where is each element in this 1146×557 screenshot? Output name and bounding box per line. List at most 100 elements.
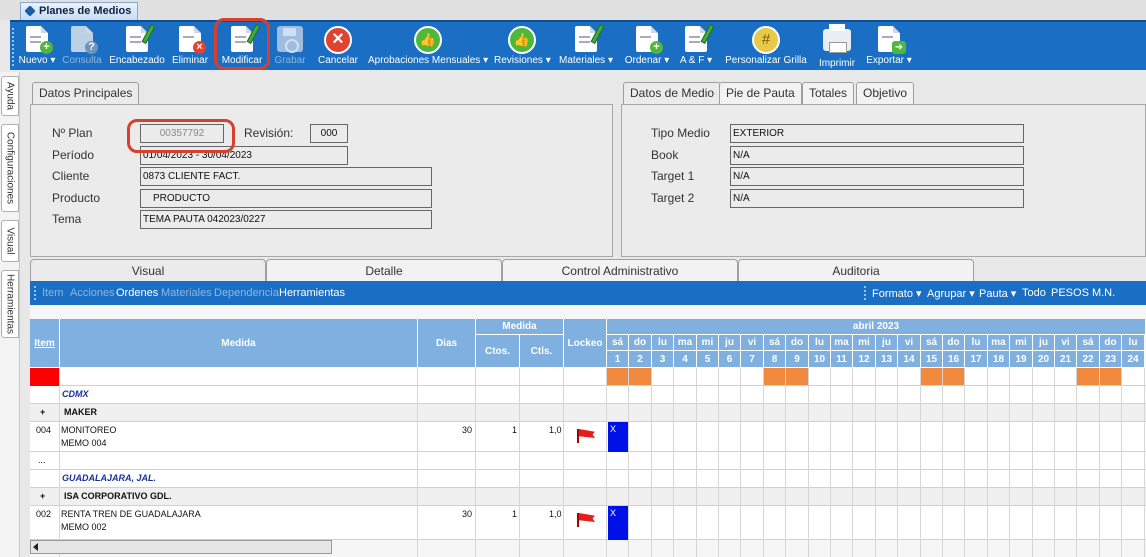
ordenar-button[interactable]: + Ordenar ▾	[622, 24, 672, 70]
scroll-left-arrow-icon[interactable]	[33, 543, 38, 551]
lock-flag-icon[interactable]	[577, 429, 595, 443]
day-number-header[interactable]: 6	[719, 351, 741, 368]
tab-control-administrativo[interactable]: Control Administrativo	[502, 259, 738, 281]
header-ctls[interactable]: Ctls.	[520, 335, 564, 368]
revisiones-button[interactable]: 👍 Revisiones ▾	[494, 24, 551, 70]
tipo-medio-field[interactable]: EXTERIOR	[730, 124, 1024, 143]
periodo-field[interactable]: 01/04/2023 - 30/04/2023	[140, 146, 348, 165]
header-lockeo[interactable]: Lockeo	[564, 319, 607, 368]
side-tab-configuraciones[interactable]: Configuraciones	[1, 124, 19, 212]
a-y-f-button[interactable]: A & F ▾	[678, 23, 715, 70]
day-name-header: sá	[1077, 335, 1100, 351]
producto-field[interactable]: PRODUCTO	[140, 189, 432, 208]
tab-pie-de-pauta[interactable]: Pie de Pauta	[719, 82, 802, 104]
day-name-header: ju	[1033, 335, 1055, 351]
grid-menu-herramientas[interactable]: Herramientas	[279, 287, 346, 299]
aprobaciones-mensuales-button[interactable]: 👍 Aprobaciones Mensuales ▾	[368, 24, 488, 70]
grid-menu-materiales[interactable]: Materiales	[161, 287, 212, 299]
day-number-header[interactable]: 5	[697, 351, 719, 368]
day-number-header[interactable]: 19	[1010, 351, 1033, 368]
table-row-city-guadalajara[interactable]	[30, 470, 1146, 488]
target-2-field[interactable]: N/A	[730, 189, 1024, 208]
table-row-totals[interactable]	[30, 368, 1146, 386]
grid-menu-agrupar[interactable]: Agrupar ▾	[927, 288, 975, 300]
table-row-ellipsis[interactable]	[30, 452, 1146, 470]
grid-toolbar-grip-right[interactable]	[864, 286, 866, 300]
revision-field[interactable]: 000	[310, 124, 348, 143]
side-tab-visual[interactable]: Visual	[1, 220, 19, 262]
day-number-header[interactable]: 1	[607, 351, 629, 368]
cancelar-button[interactable]: × Cancelar	[317, 26, 359, 66]
table-row-group-isa[interactable]	[30, 488, 1146, 506]
day-number-header[interactable]: 20	[1033, 351, 1055, 368]
side-tab-ayuda[interactable]: Ayuda	[1, 76, 19, 116]
day-number-header[interactable]: 3	[652, 351, 674, 368]
tab-datos-de-medio[interactable]: Datos de Medio	[623, 82, 722, 105]
table-row-city-cdmx[interactable]	[30, 386, 1146, 404]
weekend-marker	[786, 368, 808, 385]
grid-menu-todo[interactable]: Todo	[1022, 287, 1046, 299]
day-number-header[interactable]: 24	[1122, 351, 1145, 368]
cliente-field[interactable]: 0873 CLIENTE FACT.	[140, 167, 432, 186]
grid-toolbar-grip[interactable]	[34, 286, 36, 300]
day-number-header[interactable]: 22	[1077, 351, 1100, 368]
tab-objetivo[interactable]: Objetivo	[856, 82, 915, 104]
tab-visual[interactable]: Visual	[30, 259, 266, 281]
table-row-group-maker[interactable]	[30, 404, 1146, 422]
header-medida[interactable]: Medida	[60, 319, 418, 368]
tab-auditoria[interactable]: Auditoria	[738, 259, 974, 281]
grabar-button[interactable]: Grabar	[272, 24, 308, 70]
grid-menu-dependencia[interactable]: Dependencia	[214, 287, 279, 299]
materiales-button[interactable]: Materiales ▾	[558, 23, 614, 70]
lock-flag-icon[interactable]	[577, 513, 595, 527]
group-expand-toggle[interactable]: +	[40, 407, 46, 417]
day-number-header[interactable]: 15	[921, 351, 943, 368]
grid-currency[interactable]: PESOS M.N.	[1051, 287, 1116, 299]
day-number-header[interactable]: 14	[898, 351, 921, 368]
modificar-button[interactable]: Modificar	[218, 23, 266, 70]
day-number-header[interactable]: 4	[674, 351, 697, 368]
tema-field[interactable]: TEMA PAUTA 042023/0227	[140, 210, 432, 229]
day-number-header[interactable]: 17	[965, 351, 988, 368]
day-number-header[interactable]: 12	[853, 351, 876, 368]
grid-menu-formato[interactable]: Formato ▾	[872, 288, 922, 300]
window-tab-planes-de-medios[interactable]: Planes de Medios	[20, 2, 139, 20]
day-number-header[interactable]: 13	[876, 351, 898, 368]
day-number-header[interactable]: 16	[943, 351, 965, 368]
schedule-mark[interactable]: X	[608, 506, 629, 540]
day-number-header[interactable]: 8	[764, 351, 786, 368]
tab-datos-principales[interactable]: Datos Principales	[32, 82, 140, 105]
day-number-header[interactable]: 11	[831, 351, 853, 368]
book-field[interactable]: N/A	[730, 146, 1024, 165]
header-ctos[interactable]: Ctos.	[476, 335, 520, 368]
grid-menu-item[interactable]: Item	[42, 287, 64, 299]
day-number-header[interactable]: 9	[786, 351, 809, 368]
target-1-field[interactable]: N/A	[730, 167, 1024, 186]
day-number-header[interactable]: 23	[1100, 351, 1122, 368]
day-number-header[interactable]: 10	[809, 351, 831, 368]
tab-totales[interactable]: Totales	[802, 82, 855, 104]
header-dias[interactable]: Dias	[418, 319, 476, 368]
group-expand-toggle-2[interactable]: +	[40, 491, 46, 501]
imprimir-button[interactable]: Imprimir	[814, 24, 860, 70]
day-number-header[interactable]: 21	[1055, 351, 1077, 368]
nro-plan-field[interactable]: 00357792	[140, 124, 224, 143]
day-number-header[interactable]: 7	[741, 351, 764, 368]
grid-menu-pauta[interactable]: Pauta ▾	[979, 288, 1017, 300]
grid-menu-ordenes[interactable]: Ordenes	[116, 287, 159, 299]
side-tab-herramientas[interactable]: Herramientas	[1, 270, 19, 338]
personalizar-grilla-button[interactable]: # Personalizar Grilla	[722, 24, 810, 70]
eliminar-button[interactable]: × Eliminar	[170, 24, 210, 70]
toolbar-grip[interactable]	[12, 28, 16, 66]
day-number-header[interactable]: 2	[629, 351, 652, 368]
horizontal-scrollbar[interactable]	[30, 540, 332, 554]
day-number-header[interactable]: 18	[988, 351, 1010, 368]
exportar-button[interactable]: ➜ Exportar ▾	[862, 24, 916, 70]
nuevo-button[interactable]: + Nuevo ▾	[16, 24, 58, 70]
tab-detalle[interactable]: Detalle	[266, 259, 502, 281]
schedule-mark[interactable]: X	[608, 422, 629, 452]
header-item[interactable]: Item	[30, 319, 60, 368]
consulta-button[interactable]: ? Consulta	[60, 24, 104, 70]
encabezado-button[interactable]: Encabezado	[108, 23, 166, 70]
grid-menu-acciones[interactable]: Acciones	[70, 287, 115, 299]
